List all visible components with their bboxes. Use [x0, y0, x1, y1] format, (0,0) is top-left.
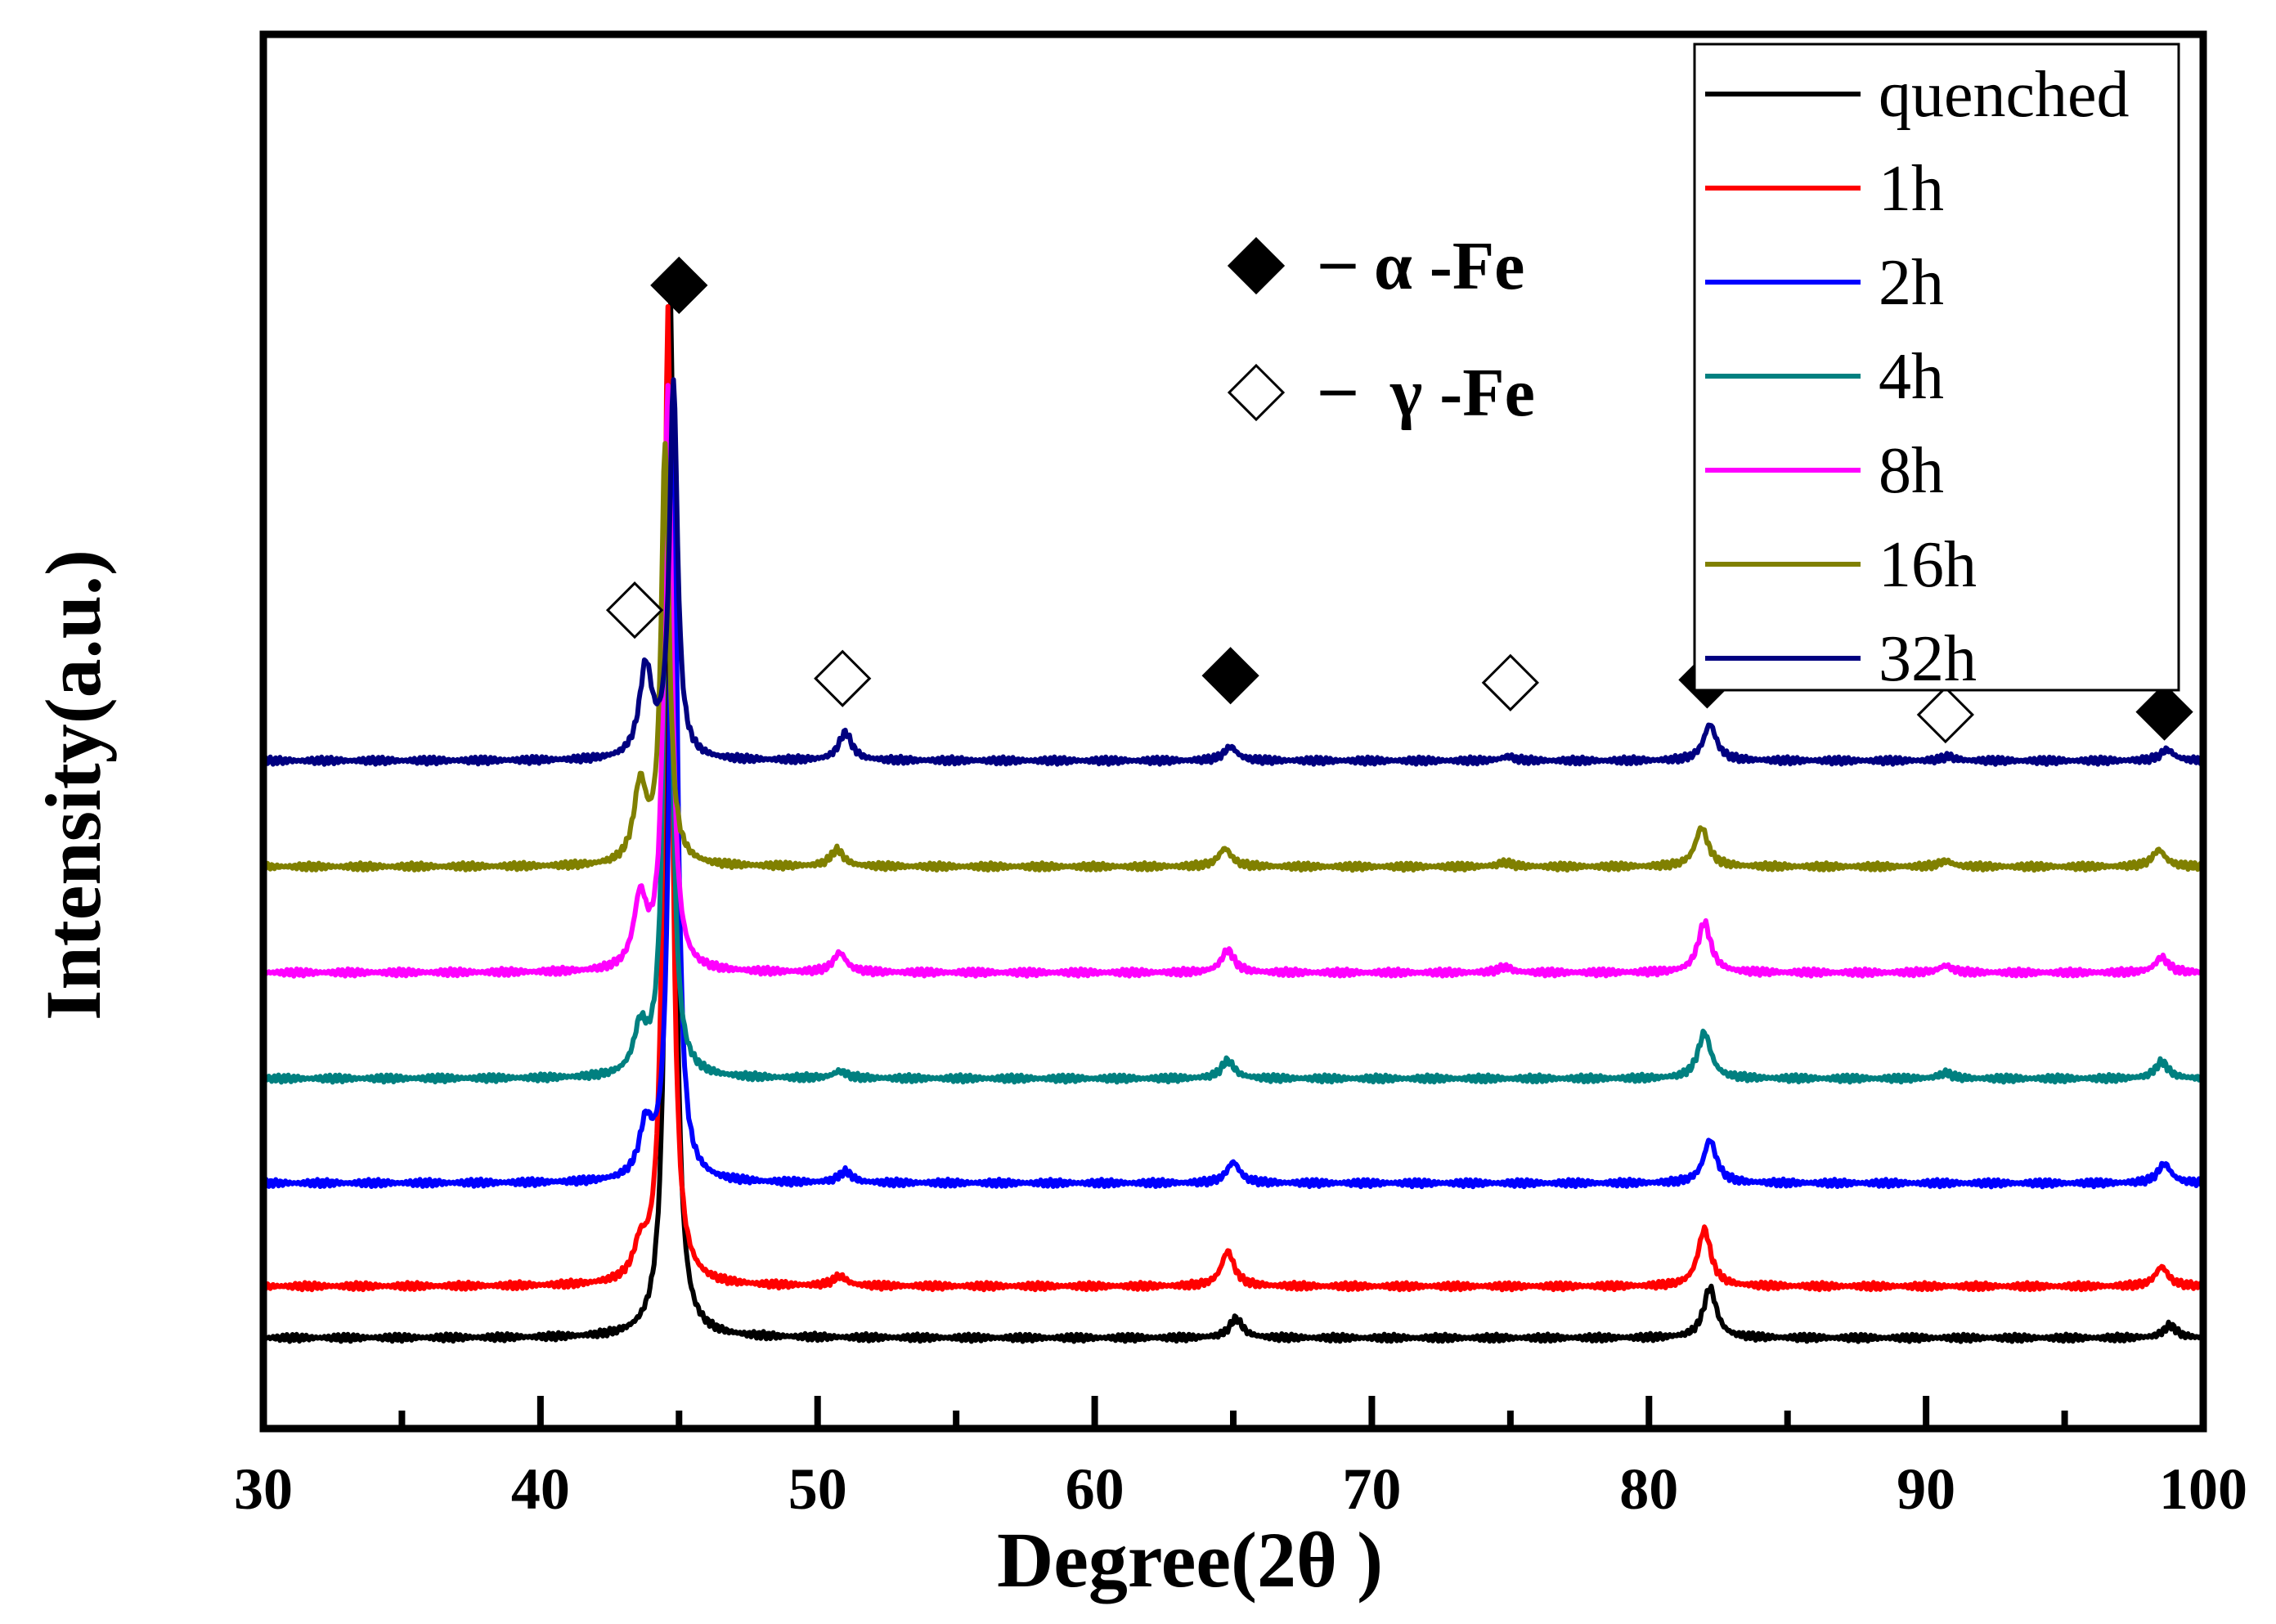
series-line-32h [261, 377, 2206, 767]
legend-label-8h: 8h [1879, 435, 1944, 507]
x-tick-label: 40 [511, 1456, 570, 1522]
filled-diamond-icon [1227, 236, 1286, 295]
open-diamond-icon [1227, 363, 1286, 422]
y-axis-title: Intensity(a.u.) [29, 550, 117, 1021]
x-axis-ticks [398, 1396, 2068, 1429]
alpha-fe-marker [1201, 647, 1259, 705]
x-tick-label: 90 [1897, 1456, 1955, 1522]
gamma-fe-marker [814, 649, 872, 707]
series-line-quenched [262, 301, 2206, 1344]
legend-label-4h: 4h [1879, 341, 1944, 413]
series-line-1h [261, 303, 2206, 1293]
alpha-fe-marker [2135, 683, 2193, 741]
x-axis-tick-labels: 30 40 50 60 70 80 90 100 [234, 1456, 2247, 1522]
x-axis-title: Degree(2θ ) [997, 1516, 1383, 1604]
phase-legend: – α -Fe– γ -Fe [1227, 222, 1535, 431]
series-line-4h [261, 403, 2206, 1085]
series-line-2h [261, 411, 2206, 1190]
legend-label-16h: 16h [1879, 529, 1977, 601]
x-tick-label: 80 [1619, 1456, 1678, 1522]
x-tick-label: 60 [1066, 1456, 1125, 1522]
gamma-fe-marker [605, 581, 664, 639]
series-legend: quenched 1h 2h 4h 8h 16h 32h [1693, 43, 2180, 695]
phase-legend-dash: – [1320, 348, 1356, 424]
phase-legend-label: α -Fe [1374, 228, 1524, 304]
phase-legend-dash: – [1320, 222, 1356, 298]
x-tick-label: 50 [788, 1456, 847, 1522]
series-line-16h [261, 441, 2205, 873]
gamma-fe-marker [1481, 653, 1539, 711]
x-tick-label: 30 [234, 1456, 293, 1522]
gamma-fe-marker [1916, 685, 1974, 744]
alpha-fe-marker [650, 256, 708, 315]
legend-label-1h: 1h [1879, 153, 1944, 225]
legend-label-quenched: quenched [1879, 59, 2130, 131]
x-tick-label: 100 [2159, 1456, 2247, 1522]
series-line-8h [262, 383, 2205, 979]
phase-legend-label: γ -Fe [1389, 355, 1535, 431]
series-layer [261, 301, 2206, 1344]
legend-label-2h: 2h [1879, 247, 1944, 319]
phase-marker-layer [605, 256, 2193, 744]
x-tick-label: 70 [1342, 1456, 1401, 1522]
series-legend-box [1693, 43, 2180, 692]
legend-label-32h: 32h [1879, 623, 1977, 695]
